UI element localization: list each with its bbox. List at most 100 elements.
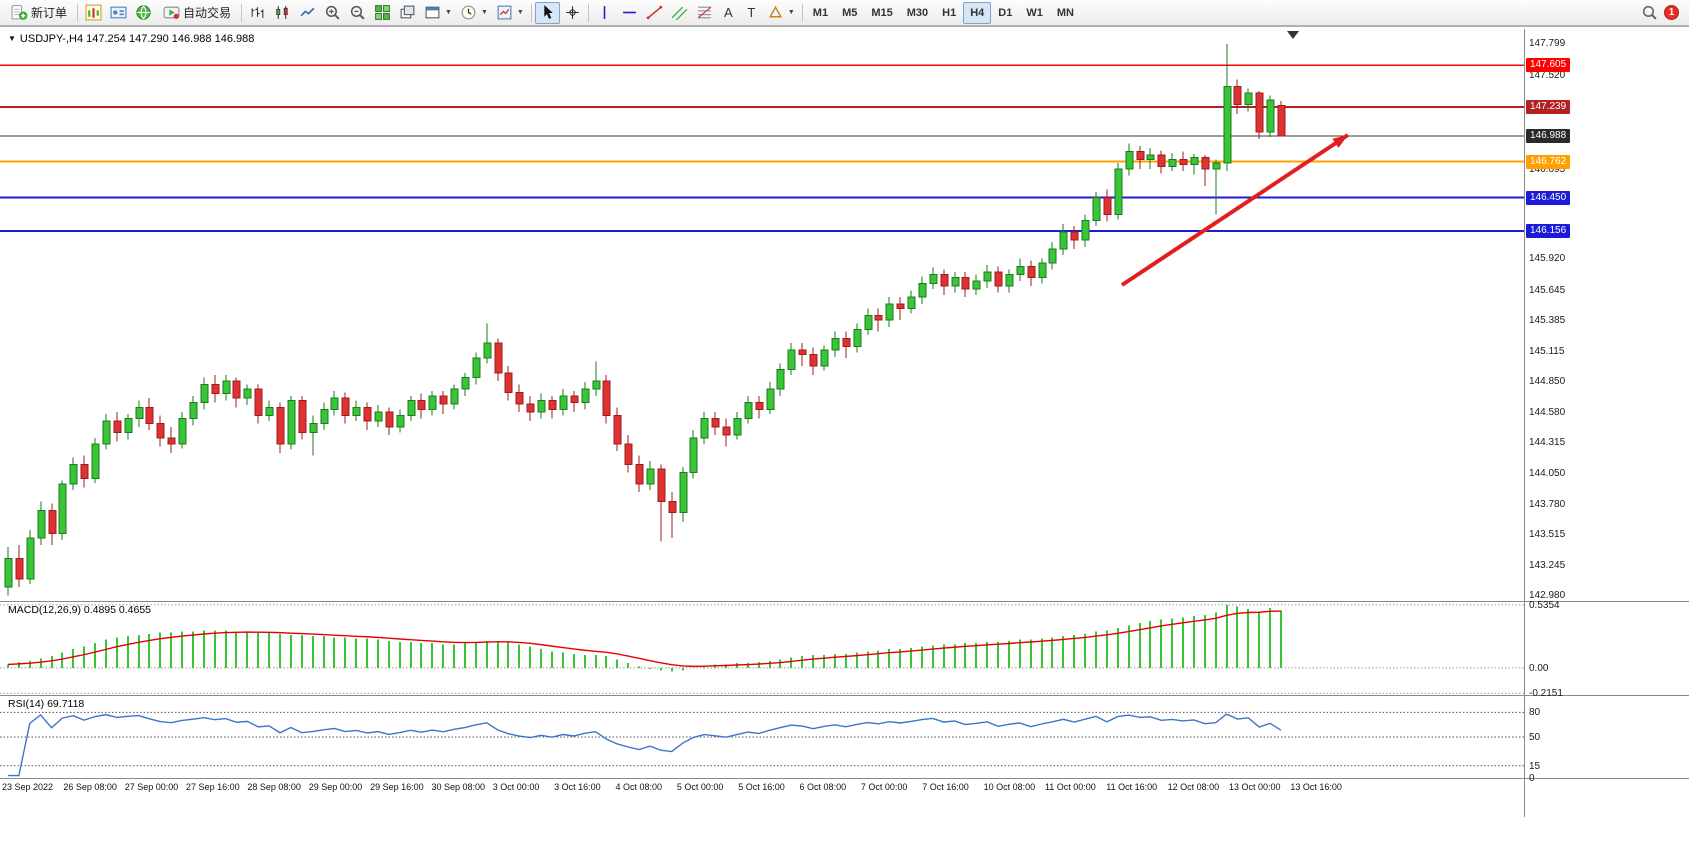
candlestick-chart-button[interactable] <box>270 2 295 24</box>
timeframe-button-m30[interactable]: M30 <box>900 2 935 24</box>
timeframe-button-w1[interactable]: W1 <box>1019 2 1050 24</box>
community-button[interactable] <box>131 2 156 24</box>
cursor-button[interactable] <box>534 1 560 24</box>
rsi-indicator-pane[interactable] <box>0 696 1524 778</box>
tile-windows-icon <box>375 5 390 20</box>
chart-title: USDJPY-,H4 147.254 147.290 146.988 146.9… <box>19 33 255 45</box>
timeframe-button-d1[interactable]: D1 <box>991 2 1019 24</box>
pane-separator[interactable] <box>0 695 1689 696</box>
macd-histogram <box>7 604 1282 672</box>
toolbar-separator <box>587 3 589 22</box>
time-axis-label: 6 Oct 08:00 <box>799 782 847 792</box>
vertical-line-tool-button[interactable] <box>592 2 617 24</box>
crosshair-button[interactable] <box>560 2 585 24</box>
macd-indicator-pane[interactable] <box>0 602 1524 695</box>
time-axis-label: 23 Sep 2022 <box>2 782 54 792</box>
chevron-down-icon: ▼ <box>480 9 488 16</box>
template-chart-icon <box>497 5 512 20</box>
price-line-label: 147.605 <box>1526 58 1571 73</box>
timeframe-button-m15[interactable]: M15 <box>864 2 899 24</box>
zoom-out-button[interactable] <box>345 2 370 24</box>
auto-trading-button[interactable]: 自动交易 <box>156 2 238 24</box>
new-window-button[interactable]: ▼ <box>420 2 456 24</box>
profiles-button[interactable] <box>106 2 131 24</box>
timeframe-button-h1[interactable]: H1 <box>935 2 963 24</box>
price-line-label: 146.450 <box>1526 190 1571 205</box>
clock-icon <box>461 5 476 20</box>
macd-label: MACD(12,26,9) 0.4895 0.4655 <box>8 604 152 616</box>
community-globe-icon <box>136 5 151 20</box>
chart-shift-marker-icon[interactable] <box>1287 31 1299 39</box>
price-axis-label: 143.780 <box>1529 498 1566 510</box>
time-axis-label: 13 Oct 00:00 <box>1229 782 1281 792</box>
pane-separator <box>0 778 1689 779</box>
new-order-icon <box>11 5 28 20</box>
price-line-label: 146.988 <box>1526 128 1571 143</box>
horizontal-line-icon <box>622 11 636 14</box>
chevron-down-icon: ▼ <box>445 9 452 16</box>
notification-badge[interactable]: 1 <box>1664 5 1679 20</box>
text-tool-icon: A <box>724 5 733 20</box>
fibonacci-tool-button[interactable] <box>692 2 717 24</box>
price-axis[interactable]: 147.799147.520147.245146.970146.695146.4… <box>1524 29 1688 817</box>
notification-count: 1 <box>1668 7 1675 18</box>
price-line-label: 147.239 <box>1526 100 1571 115</box>
toolbar-separator <box>801 3 803 22</box>
tile-windows-button[interactable] <box>370 2 395 24</box>
macd-scale-label: 0.5354 <box>1529 599 1560 611</box>
time-axis-label: 3 Oct 00:00 <box>492 782 540 792</box>
time-axis-label: 7 Oct 00:00 <box>860 782 908 792</box>
macd-scale-label: -0.2151 <box>1529 688 1563 700</box>
trend-arrow[interactable] <box>1120 133 1350 287</box>
toolbar-separator <box>530 3 532 22</box>
chart-window: ▼ USDJPY-,H4 147.254 147.290 146.988 146.… <box>0 26 1689 862</box>
price-axis-label: 144.315 <box>1529 437 1566 449</box>
collapse-triangle-icon[interactable]: ▼ <box>8 34 16 43</box>
arrange-windows-button[interactable] <box>395 2 420 24</box>
trendline-icon <box>646 5 663 20</box>
bar-chart-icon <box>251 7 264 18</box>
price-axis-label: 143.515 <box>1529 528 1566 540</box>
search-button[interactable] <box>1637 2 1662 24</box>
templates-button[interactable]: ▼ <box>492 2 528 24</box>
new-chart-button[interactable] <box>81 2 106 24</box>
auto-trading-label: 自动交易 <box>183 6 232 20</box>
price-axis-label: 145.115 <box>1529 345 1565 357</box>
rsi-scale-label: 50 <box>1529 732 1541 743</box>
channel-tool-button[interactable] <box>667 2 692 24</box>
trendline-tool-button[interactable] <box>642 2 667 24</box>
price-line-label: 146.156 <box>1526 224 1571 239</box>
zoom-out-icon <box>350 5 365 20</box>
new-order-button[interactable]: 新订单 <box>4 2 74 24</box>
shapes-tool-button[interactable]: ▼ <box>763 2 799 24</box>
zoom-in-button[interactable] <box>320 2 345 24</box>
label-tool-button[interactable]: T <box>740 2 763 24</box>
rsi-scale-label: 15 <box>1529 760 1541 772</box>
chart-title-bar[interactable]: ▼ USDJPY-,H4 147.254 147.290 146.988 146.… <box>8 33 254 45</box>
new-order-label: 新订单 <box>31 6 68 20</box>
crosshair-icon <box>565 6 579 19</box>
bar-chart-button[interactable] <box>245 2 270 24</box>
line-chart-button[interactable] <box>295 2 320 24</box>
timeframe-button-m5[interactable]: M5 <box>835 2 864 24</box>
macd-signal-line <box>7 610 1281 668</box>
time-axis[interactable]: 23 Sep 2022 26 Sep 08:00 27 Sep 00:00 27 Se… <box>0 779 1524 803</box>
time-axis-label: 11 Oct 16:00 <box>1106 782 1158 792</box>
timeframe-toolbar: M1 M5 M15 M30 H1 H4 D1 W1 MN <box>806 1 1081 24</box>
rsi-line <box>8 713 1282 777</box>
timeframe-button-h4[interactable]: H4 <box>963 1 992 24</box>
main-price-chart[interactable] <box>0 29 1524 601</box>
price-axis-label: 145.385 <box>1529 314 1566 326</box>
cursor-arrow-icon <box>544 5 553 19</box>
toolbar-separator <box>77 3 79 22</box>
time-axis-label: 5 Oct 16:00 <box>738 782 785 792</box>
time-axis-label: 27 Sep 00:00 <box>124 782 179 792</box>
time-axis-label: 10 Oct 08:00 <box>983 782 1036 792</box>
time-axis-label: 5 Oct 00:00 <box>676 782 724 792</box>
timeframe-button-m1[interactable]: M1 <box>806 2 835 24</box>
horizontal-line-tool-button[interactable] <box>617 2 642 24</box>
timeframe-button-mn[interactable]: MN <box>1050 2 1081 24</box>
text-tool-button[interactable]: A <box>717 2 740 24</box>
period-clock-button[interactable]: ▼ <box>456 2 492 24</box>
pane-separator[interactable] <box>0 601 1689 602</box>
